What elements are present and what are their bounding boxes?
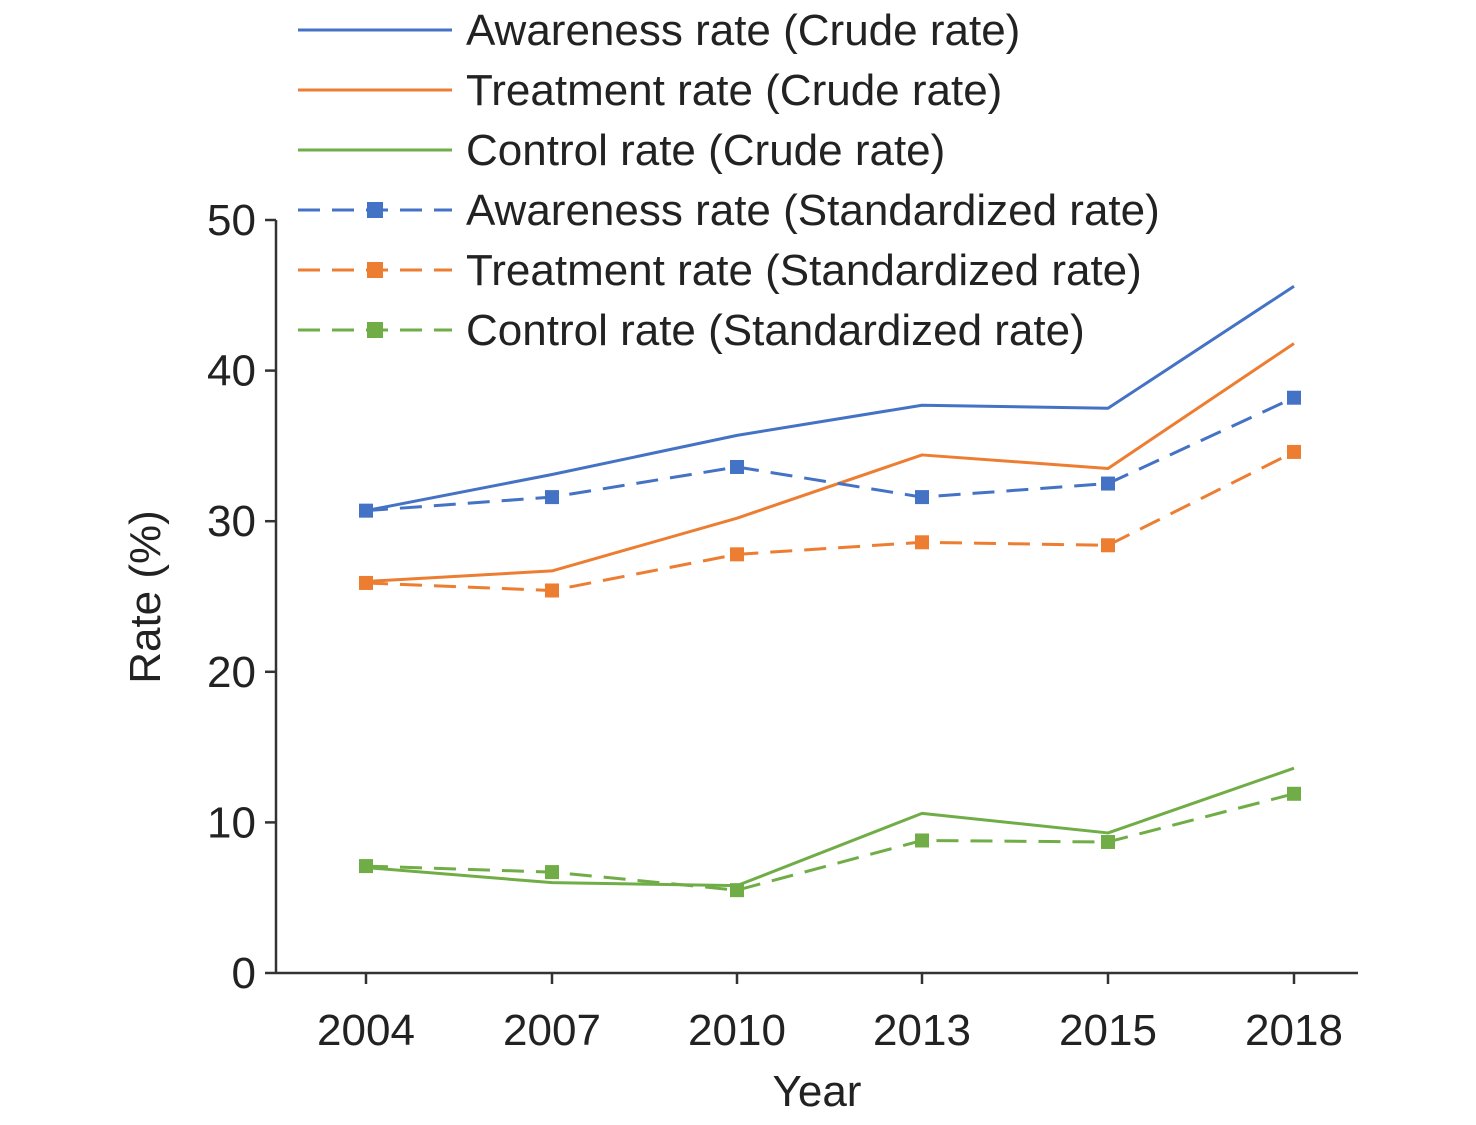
series-6-point (915, 833, 929, 848)
legend-swatch-marker (367, 202, 383, 218)
series-5-point (1287, 444, 1301, 459)
series-4-point (730, 459, 744, 474)
series-4-point (1101, 476, 1115, 491)
legend-swatch-marker (367, 322, 383, 338)
series-1-line (365, 285, 1295, 513)
x-axis-ticks: 2004 2007 2010 2013 2015 2018 (317, 973, 1343, 1055)
series-6-point (1287, 786, 1301, 801)
legend-label: Awareness rate (Crude rate) (466, 6, 1020, 55)
x-tick-label: 2013 (873, 1006, 971, 1055)
legend: Awareness rate (Crude rate) Treatment rat… (298, 6, 1160, 355)
series-5-point (730, 547, 744, 562)
series-3-line (365, 766, 1295, 888)
series-4-line (365, 396, 1295, 513)
series-5-point (1101, 538, 1115, 553)
series-5-point (359, 575, 373, 590)
legend-label: Awareness rate (Standardized rate) (466, 186, 1160, 235)
series-6-point (545, 865, 559, 880)
x-tick-label: 2007 (503, 1006, 601, 1055)
series-4-point (1287, 390, 1301, 405)
legend-swatch-marker (367, 262, 383, 278)
y-tick-label: 0 (232, 949, 256, 998)
legend-label: Treatment rate (Standardized rate) (466, 246, 1142, 295)
x-tick-label: 2015 (1059, 1006, 1157, 1055)
x-axis-title: Year (773, 1067, 862, 1116)
series-4-point (359, 503, 373, 518)
series-4-point (915, 490, 929, 505)
series-layer (359, 285, 1301, 898)
series-4-point (545, 490, 559, 505)
series-5-point (545, 583, 559, 598)
x-tick-label: 2010 (688, 1006, 786, 1055)
y-tick-label: 40 (207, 347, 256, 396)
y-tick-label: 30 (207, 497, 256, 546)
series-6-point (359, 859, 373, 874)
series-2-line (365, 342, 1295, 583)
series-5-point (915, 535, 929, 550)
series-6-line (365, 792, 1295, 892)
x-tick-label: 2004 (317, 1006, 415, 1055)
y-tick-label: 20 (207, 648, 256, 697)
legend-label: Treatment rate (Crude rate) (466, 66, 1002, 115)
x-tick-label: 2018 (1245, 1006, 1343, 1055)
y-axis-ticks: 0 10 20 30 40 50 (207, 196, 276, 998)
series-6-point (1101, 834, 1115, 849)
y-tick-label: 10 (207, 798, 256, 847)
series-5-line (365, 450, 1295, 592)
legend-label: Control rate (Standardized rate) (466, 306, 1085, 355)
y-tick-label: 50 (207, 196, 256, 245)
series-6-point (730, 883, 744, 898)
legend-label: Control rate (Crude rate) (466, 126, 945, 175)
axes (274, 220, 1358, 975)
y-axis-title: Rate (%) (121, 510, 170, 684)
